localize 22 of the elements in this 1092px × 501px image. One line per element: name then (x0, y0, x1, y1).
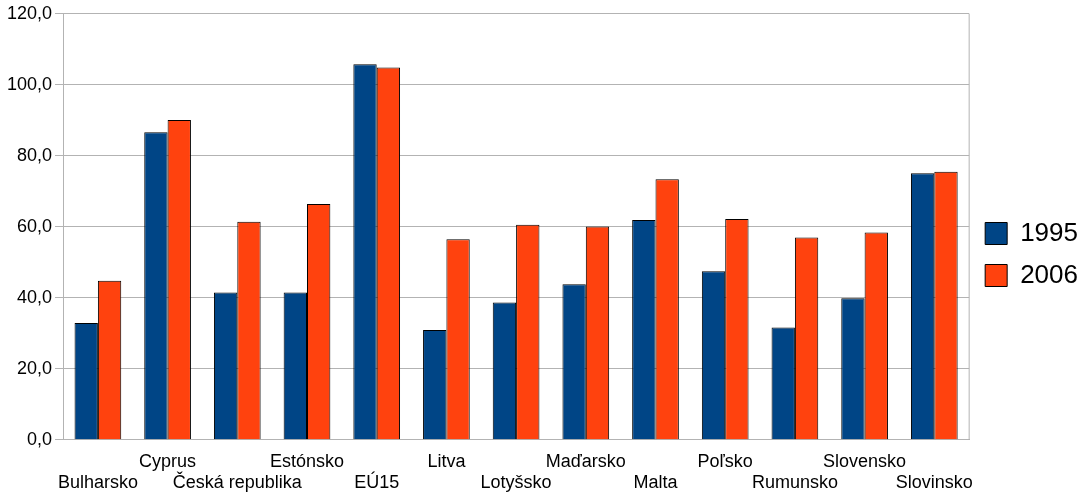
x-tick-label: Cyprus (139, 450, 197, 471)
x-tick-label: Česká republika (172, 471, 303, 493)
y-tick-label: 60,0 (17, 215, 53, 236)
y-tick-label: 80,0 (17, 144, 53, 165)
legend-label: 1995 (1020, 216, 1078, 247)
y-tick-label: 120,0 (7, 2, 53, 23)
y-tick-label: 40,0 (17, 286, 53, 307)
x-tick-label: Slovinsko (895, 472, 973, 493)
x-tick-label: Poľsko (697, 450, 753, 471)
x-tick-label: EÚ15 (354, 471, 400, 493)
x-tick-label: Bulharsko (57, 472, 138, 493)
legend-label: 2006 (1020, 258, 1078, 289)
x-tick-label: Slovensko (823, 450, 907, 471)
x-tick-label: Maďarsko (545, 450, 626, 471)
x-tick-label: Litva (427, 450, 467, 471)
x-tick-label: Estónsko (269, 450, 345, 471)
x-tick-label: Lotyšsko (480, 472, 552, 493)
y-tick-label: 20,0 (17, 357, 53, 378)
x-tick-label: Malta (633, 472, 679, 493)
x-tick-label: Rumunsko (751, 472, 838, 493)
y-tick-label: 100,0 (7, 73, 53, 94)
y-tick-label: 0,0 (27, 428, 53, 449)
